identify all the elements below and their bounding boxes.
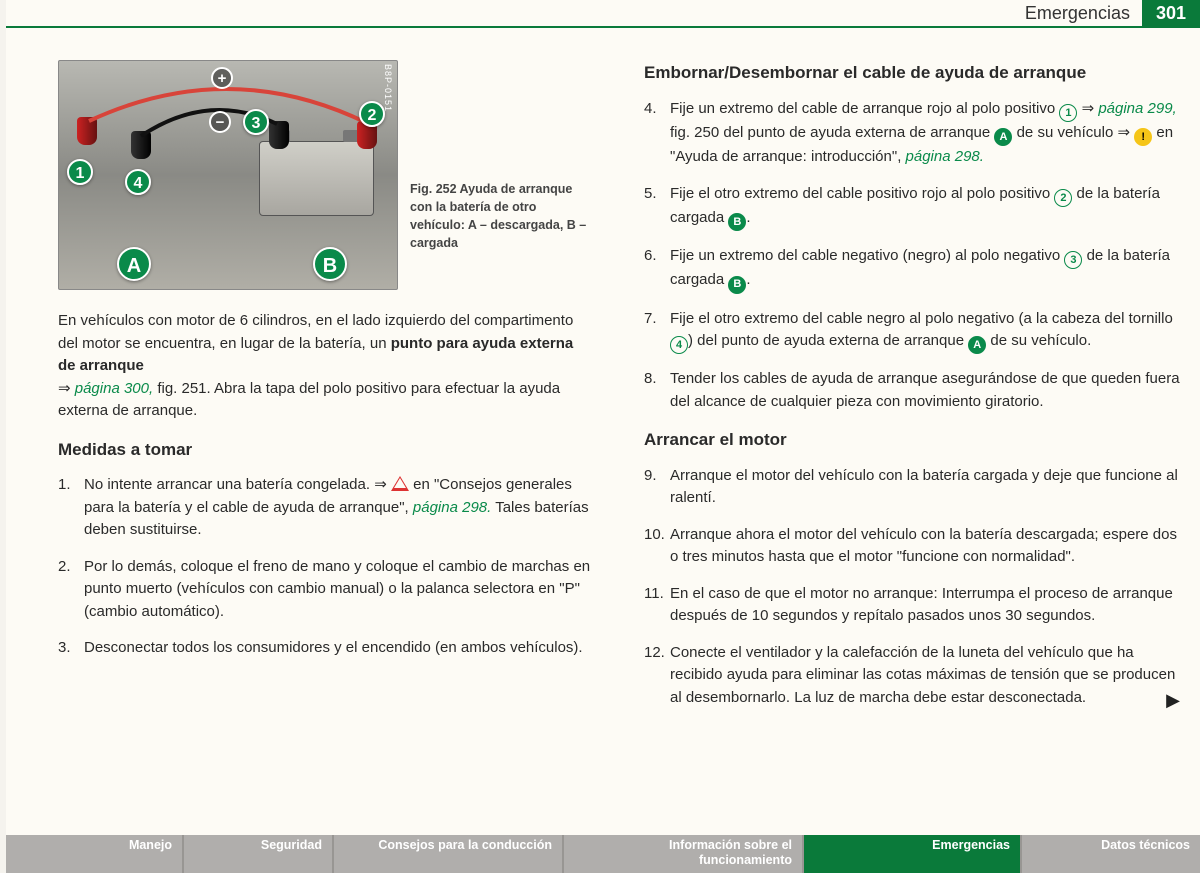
step-num: 9. <box>644 465 670 510</box>
manual-page: Emergencias 301 B8P-0151 <box>6 0 1200 873</box>
footer-tabs: Manejo Seguridad Consejos para la conduc… <box>6 835 1200 873</box>
step-num: 6. <box>644 245 670 294</box>
ref-circle-B2: B <box>728 276 746 294</box>
tab-gap <box>564 835 614 873</box>
content-columns: B8P-0151 + − 1 <box>58 60 1180 823</box>
marker-4: 4 <box>125 169 151 195</box>
step-text: En el caso de que el motor no arranque: … <box>670 583 1180 628</box>
step-9: 9. Arranque el motor del vehículo con la… <box>644 465 1180 510</box>
step-11: 11. En el caso de que el motor no arranq… <box>644 583 1180 628</box>
step-1: 1. No intente arrancar una batería conge… <box>58 474 594 542</box>
step-8: 8. Tender los cables de ayuda de arranqu… <box>644 368 1180 413</box>
warning-icon: ! <box>391 476 409 491</box>
step-10: 10. Arranque ahora el motor del vehículo… <box>644 524 1180 569</box>
ref-circle-A2: A <box>968 336 986 354</box>
steps-right-a: 4. Fije un extremo del cable de arranque… <box>644 98 1180 414</box>
tab-datos[interactable]: Datos técnicos <box>1022 835 1200 873</box>
ref-circle-warn: ! <box>1134 128 1152 146</box>
step-text: Arranque ahora el motor del vehículo con… <box>670 524 1180 569</box>
ref-circle-4: 4 <box>670 336 688 354</box>
step-num: 7. <box>644 308 670 355</box>
steps-left: 1. No intente arrancar una batería conge… <box>58 474 594 660</box>
minus-sign: − <box>209 111 231 133</box>
step-12: 12. Conecte el ventilador y la calefacci… <box>644 642 1180 714</box>
step-7: 7. Fije el otro extremo del cable negro … <box>644 308 1180 355</box>
tab-manejo[interactable]: Manejo <box>6 835 184 873</box>
section-title: Emergencias <box>1025 0 1130 27</box>
figure-image: B8P-0151 + − 1 <box>58 60 398 290</box>
tab-info[interactable]: Información sobre el funcionamiento <box>614 835 804 873</box>
ref-circle-1: 1 <box>1059 104 1077 122</box>
tab-seguridad[interactable]: Seguridad <box>184 835 334 873</box>
tab-emergencias[interactable]: Emergencias <box>804 835 1022 873</box>
ref-circle-B: B <box>728 213 746 231</box>
step-text: Fije el otro extremo del cable positivo … <box>670 183 1180 232</box>
heading-medidas: Medidas a tomar <box>58 437 594 463</box>
continue-arrow-icon: ▶ <box>1166 687 1180 714</box>
intro-ref: página 300, <box>75 380 153 397</box>
step-4: 4. Fije un extremo del cable de arranque… <box>644 98 1180 169</box>
figure-row: B8P-0151 + − 1 <box>58 60 594 290</box>
marker-B: B <box>313 247 347 281</box>
step-num: 1. <box>58 474 84 542</box>
step-num: 5. <box>644 183 670 232</box>
step-num: 11. <box>644 583 670 628</box>
ref-circle-2: 2 <box>1054 189 1072 207</box>
step-text: Tender los cables de ayuda de arranque a… <box>670 368 1180 413</box>
ref-circle-3: 3 <box>1064 251 1082 269</box>
cable-overlay <box>59 61 398 290</box>
step-num: 2. <box>58 556 84 624</box>
page-number: 301 <box>1142 0 1200 27</box>
intro-paragraph: En vehículos con motor de 6 cilindros, e… <box>58 310 594 423</box>
step-num: 8. <box>644 368 670 413</box>
step-text: Fije un extremo del cable de arranque ro… <box>670 98 1180 169</box>
ref-circle-A: A <box>994 128 1012 146</box>
step-3: 3. Desconectar todos los consumidores y … <box>58 637 594 660</box>
step-text: No intente arrancar una batería congelad… <box>84 474 594 542</box>
heading-embornar: Embornar/Desembornar el cable de ayuda d… <box>644 60 1180 86</box>
step-num: 10. <box>644 524 670 569</box>
marker-A: A <box>117 247 151 281</box>
step-text: Conecte el ventilador y la calefacción d… <box>670 642 1180 714</box>
step-2: 2. Por lo demás, coloque el freno de man… <box>58 556 594 624</box>
step-text: Fije un extremo del cable negativo (negr… <box>670 245 1180 294</box>
marker-1: 1 <box>67 159 93 185</box>
page-header: Emergencias 301 <box>6 0 1200 28</box>
step-5: 5. Fije el otro extremo del cable positi… <box>644 183 1180 232</box>
step-num: 4. <box>644 98 670 169</box>
step-text: Arranque el motor del vehículo con la ba… <box>670 465 1180 510</box>
step-text: Fije el otro extremo del cable negro al … <box>670 308 1180 355</box>
step-6: 6. Fije un extremo del cable negativo (n… <box>644 245 1180 294</box>
right-column: Embornar/Desembornar el cable de ayuda d… <box>644 60 1180 823</box>
marker-3: 3 <box>243 109 269 135</box>
tab-consejos[interactable]: Consejos para la conducción <box>334 835 564 873</box>
plus-sign: + <box>211 67 233 89</box>
figure-caption: Fig. 252 Ayuda de arranque con la baterí… <box>410 60 594 290</box>
marker-2: 2 <box>359 101 385 127</box>
step-text: Por lo demás, coloque el freno de mano y… <box>84 556 594 624</box>
steps-right-b: 9. Arranque el motor del vehículo con la… <box>644 465 1180 714</box>
step-text: Desconectar todos los consumidores y el … <box>84 637 583 660</box>
step-num: 12. <box>644 642 670 714</box>
heading-arrancar: Arrancar el motor <box>644 427 1180 453</box>
step-num: 3. <box>58 637 84 660</box>
left-column: B8P-0151 + − 1 <box>58 60 594 823</box>
